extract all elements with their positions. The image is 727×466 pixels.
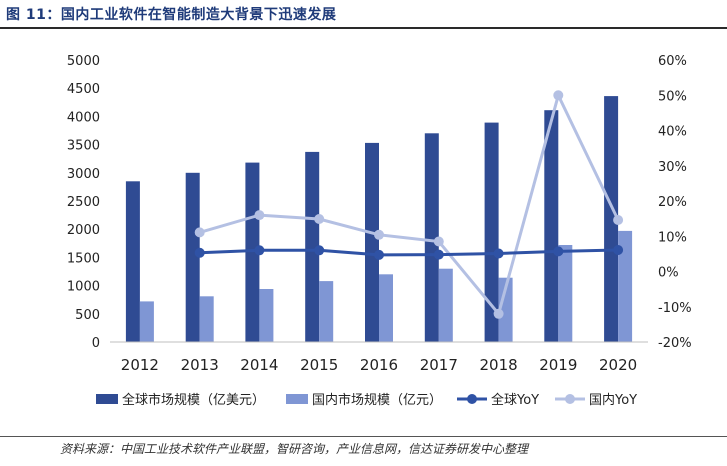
point-domestic-yoy-2014 [254,210,265,221]
legend-label-0: 全球市场规模（亿美元） [122,392,265,408]
bar-domestic-2013 [199,296,214,342]
left-tick-label: 1500 [67,251,100,266]
x-tick-label: 2015 [300,356,338,374]
legend-label-1: 国内市场规模（亿元） [312,392,442,408]
title-divider [0,27,727,29]
bar-domestic-2019 [558,245,573,342]
right-tick-label: -20% [658,336,692,351]
right-axis: -20% -10% 0% 10% 20% 30% 40% 50% 60% [658,54,692,351]
legend-marker-3 [565,394,575,404]
bar-global-2013 [185,172,200,342]
x-tick-label: 2016 [360,356,398,374]
x-tick-label: 2014 [240,356,278,374]
bar-domestic-2016 [379,274,393,342]
bar-global-2016 [365,142,379,342]
bar-domestic-2017 [438,268,453,342]
right-tick-label: 10% [658,230,687,245]
point-global-yoy-2020 [613,245,624,255]
left-tick-label: 1000 [67,280,100,295]
legend-label-3: 国内YoY [589,392,637,408]
bar-domestic-2020 [618,230,633,342]
left-tick-label: 4500 [67,82,100,97]
left-axis: 0 500 1000 1500 2000 2500 3000 3500 4000 4500 5000 [67,54,100,351]
bar-global-2012 [125,181,140,342]
bar-domestic-2018 [498,277,513,342]
legend: 全球市场规模（亿美元） 国内市场规模（亿元） 全球YoY 国内YoY [96,392,637,408]
point-domestic-yoy-2020 [613,215,624,225]
point-global-yoy-2018 [493,248,504,259]
x-tick-label: 2019 [539,356,577,374]
left-tick-label: 4000 [67,110,100,125]
bar-global-2020 [604,96,619,342]
left-tick-label: 3000 [67,167,100,182]
left-tick-label: 2000 [67,223,100,238]
x-tick-label: 2018 [480,356,518,374]
source-note: 资料来源：中国工业技术软件产业联盟，智研咨询，产业信息网，信达证券研发中心整理 [60,442,529,456]
x-tick-label: 2013 [181,356,219,374]
left-tick-label: 0 [92,336,100,351]
right-tick-label: 20% [658,195,687,210]
right-tick-label: 60% [658,54,687,69]
legend-label-2: 全球YoY [491,392,539,408]
x-tick-label: 2017 [420,356,458,374]
bar-global-2017 [424,133,439,342]
point-domestic-yoy-2019 [553,90,564,101]
bar-global-2014 [245,162,260,342]
point-global-yoy-2015 [314,245,325,256]
point-domestic-yoy-2018 [493,308,504,319]
point-domestic-yoy-2016 [374,229,384,240]
bar-domestic-2014 [259,289,274,342]
point-global-yoy-2016 [374,249,384,260]
left-tick-label: 5000 [67,54,100,69]
legend-swatch-0 [96,394,118,404]
x-axis: 2012 2013 2014 2015 2016 2017 2018 2019 2020 [121,356,637,374]
point-global-yoy-2019 [553,246,564,257]
point-domestic-yoy-2017 [433,236,444,247]
x-tick-label: 2020 [599,356,637,374]
source-divider [0,436,727,437]
point-domestic-yoy-2015 [314,214,325,224]
left-tick-label: 2500 [67,195,100,210]
bar-domestic-2015 [319,281,334,342]
point-global-yoy-2014 [254,245,265,256]
right-tick-label: 30% [658,160,687,175]
legend-swatch-1 [286,394,308,404]
bar-global-2019 [544,110,559,342]
left-tick-label: 3500 [67,139,100,154]
legend-marker-2 [467,394,477,404]
point-global-yoy-2013 [194,247,205,258]
bar-layer [110,96,648,343]
figure-title: 图 11：国内工业软件在智能制造大背景下迅速发展 [6,7,337,23]
point-global-yoy-2017 [433,249,444,260]
right-tick-label: 50% [658,89,687,104]
point-domestic-yoy-2013 [194,227,205,238]
line-domestic-yoy [199,91,620,317]
left-tick-label: 500 [75,308,100,323]
line-global-yoy [199,248,619,257]
x-tick-label: 2012 [121,356,159,374]
bar-global-2018 [484,122,499,342]
bar-domestic-2012 [139,301,154,342]
bar-global-2015 [305,151,320,342]
line-layer [194,90,624,319]
right-tick-label: 40% [658,125,687,140]
right-tick-label: 0% [658,266,679,281]
right-tick-label: -10% [658,301,692,316]
